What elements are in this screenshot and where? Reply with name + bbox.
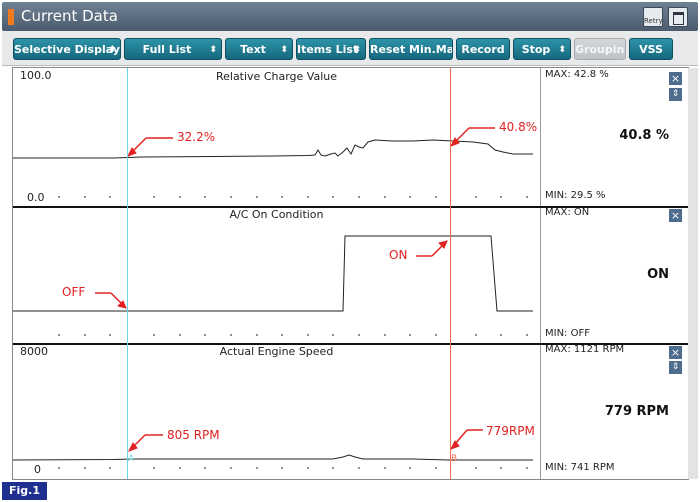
items-list-dropdown[interactable]: Items List ⬍ <box>296 38 366 60</box>
min-value: MIN: 741 RPM <box>545 462 615 473</box>
engine-speed-plot: Actual Engine Speed 805 RPM 779RPM A B <box>13 345 540 479</box>
ac-condition-trace <box>13 235 533 312</box>
current-value: 40.8 % <box>619 128 669 143</box>
vss-button[interactable]: VSS <box>629 38 673 60</box>
annotation-label-b: 779RPM <box>486 424 535 438</box>
up-down-icon[interactable]: ⇕ <box>669 88 682 101</box>
annotation-arrow-b <box>449 429 483 450</box>
figure-label: Fig.1 <box>2 482 47 500</box>
relative-charge-info: MAX: 42.8 % 40.8 % MIN: 29.5 % × ⇕ <box>540 68 688 206</box>
max-value: MAX: ON <box>545 207 590 218</box>
max-value: MAX: 42.8 % <box>545 69 609 80</box>
engine-speed-ticks <box>58 467 528 469</box>
up-down-icon[interactable]: ⇕ <box>669 361 682 374</box>
relative-charge-plot: Relative Charge Value 32.2% 40.8% <box>13 68 540 206</box>
stop-dropdown[interactable]: Stop ⬍ <box>513 38 571 60</box>
ac-condition-info: MAX: ON ON MIN: OFF × <box>540 207 688 344</box>
panel-title: A/C On Condition <box>229 208 324 221</box>
relative-charge-ticks <box>58 196 528 198</box>
y-min-label: 0.0 <box>27 191 45 204</box>
annotation-label-b: 40.8% <box>499 120 538 134</box>
panel-divider <box>13 343 688 345</box>
annotation-arrow-a <box>95 292 127 309</box>
close-icon[interactable]: × <box>669 72 682 85</box>
ac-condition-ticks <box>58 334 528 336</box>
vertical-scrollbar[interactable] <box>688 68 698 479</box>
cursor-b-label: B <box>451 454 458 464</box>
reset-min-max-button[interactable]: Reset Min.Max <box>369 38 453 60</box>
selective-display-dropdown[interactable]: Selective Display ⬍ <box>13 38 121 60</box>
min-value: MIN: OFF <box>545 328 590 339</box>
annotation-arrow-a <box>126 137 173 157</box>
retry-button[interactable]: Retry <box>643 7 663 27</box>
annotation-arrow-b <box>416 240 448 257</box>
annotation-arrow-a <box>127 434 163 452</box>
title-bar: Current Data Retry <box>2 2 698 31</box>
close-icon[interactable]: × <box>669 209 682 222</box>
annotation-label-a: 32.2% <box>177 130 216 144</box>
ac-condition-graph <box>13 235 533 336</box>
record-button[interactable]: Record <box>456 38 510 60</box>
maximize-button[interactable] <box>668 7 688 27</box>
engine-speed-trace <box>13 454 533 461</box>
text-dropdown[interactable]: Text ⬍ <box>225 38 293 60</box>
engine-speed-graph <box>13 429 533 469</box>
cursor-a-label: A <box>128 454 135 464</box>
title-accent <box>8 9 14 25</box>
close-icon[interactable]: × <box>669 346 682 359</box>
panel-divider <box>13 206 688 208</box>
panel-title: Relative Charge Value <box>215 70 338 83</box>
engine-speed-info: MAX: 1121 RPM 779 RPM MIN: 741 RPM × ⇕ <box>540 344 688 479</box>
y-max-label: 8000 <box>20 345 48 358</box>
relative-charge-graph <box>13 127 533 198</box>
annotation-label-a: OFF <box>62 285 86 299</box>
cursor-b-line[interactable] <box>450 68 451 479</box>
max-value: MAX: 1121 RPM <box>545 344 625 355</box>
ac-condition-plot: A/C On Condition OFF ON <box>13 208 540 344</box>
annotation-label-a: 805 RPM <box>167 428 220 442</box>
full-list-dropdown[interactable]: Full List ⬍ <box>124 38 222 60</box>
relative-charge-trace <box>13 139 533 159</box>
annotation-label-b: ON <box>389 248 408 262</box>
current-value: 779 RPM <box>604 404 669 419</box>
grouping-button[interactable]: Grouping <box>574 38 626 60</box>
cursor-a-line[interactable] <box>127 68 128 479</box>
current-value: ON <box>647 267 669 282</box>
window-title: Current Data <box>21 7 118 25</box>
panel-title: Actual Engine Speed <box>219 345 334 358</box>
y-min-label: 0 <box>34 463 41 476</box>
toolbar: Selective Display ⬍ Full List ⬍ Text ⬍ Item… <box>2 31 698 66</box>
annotation-arrow-b <box>449 127 495 147</box>
min-value: MIN: 29.5 % <box>545 190 606 201</box>
y-max-label: 100.0 <box>20 69 52 82</box>
